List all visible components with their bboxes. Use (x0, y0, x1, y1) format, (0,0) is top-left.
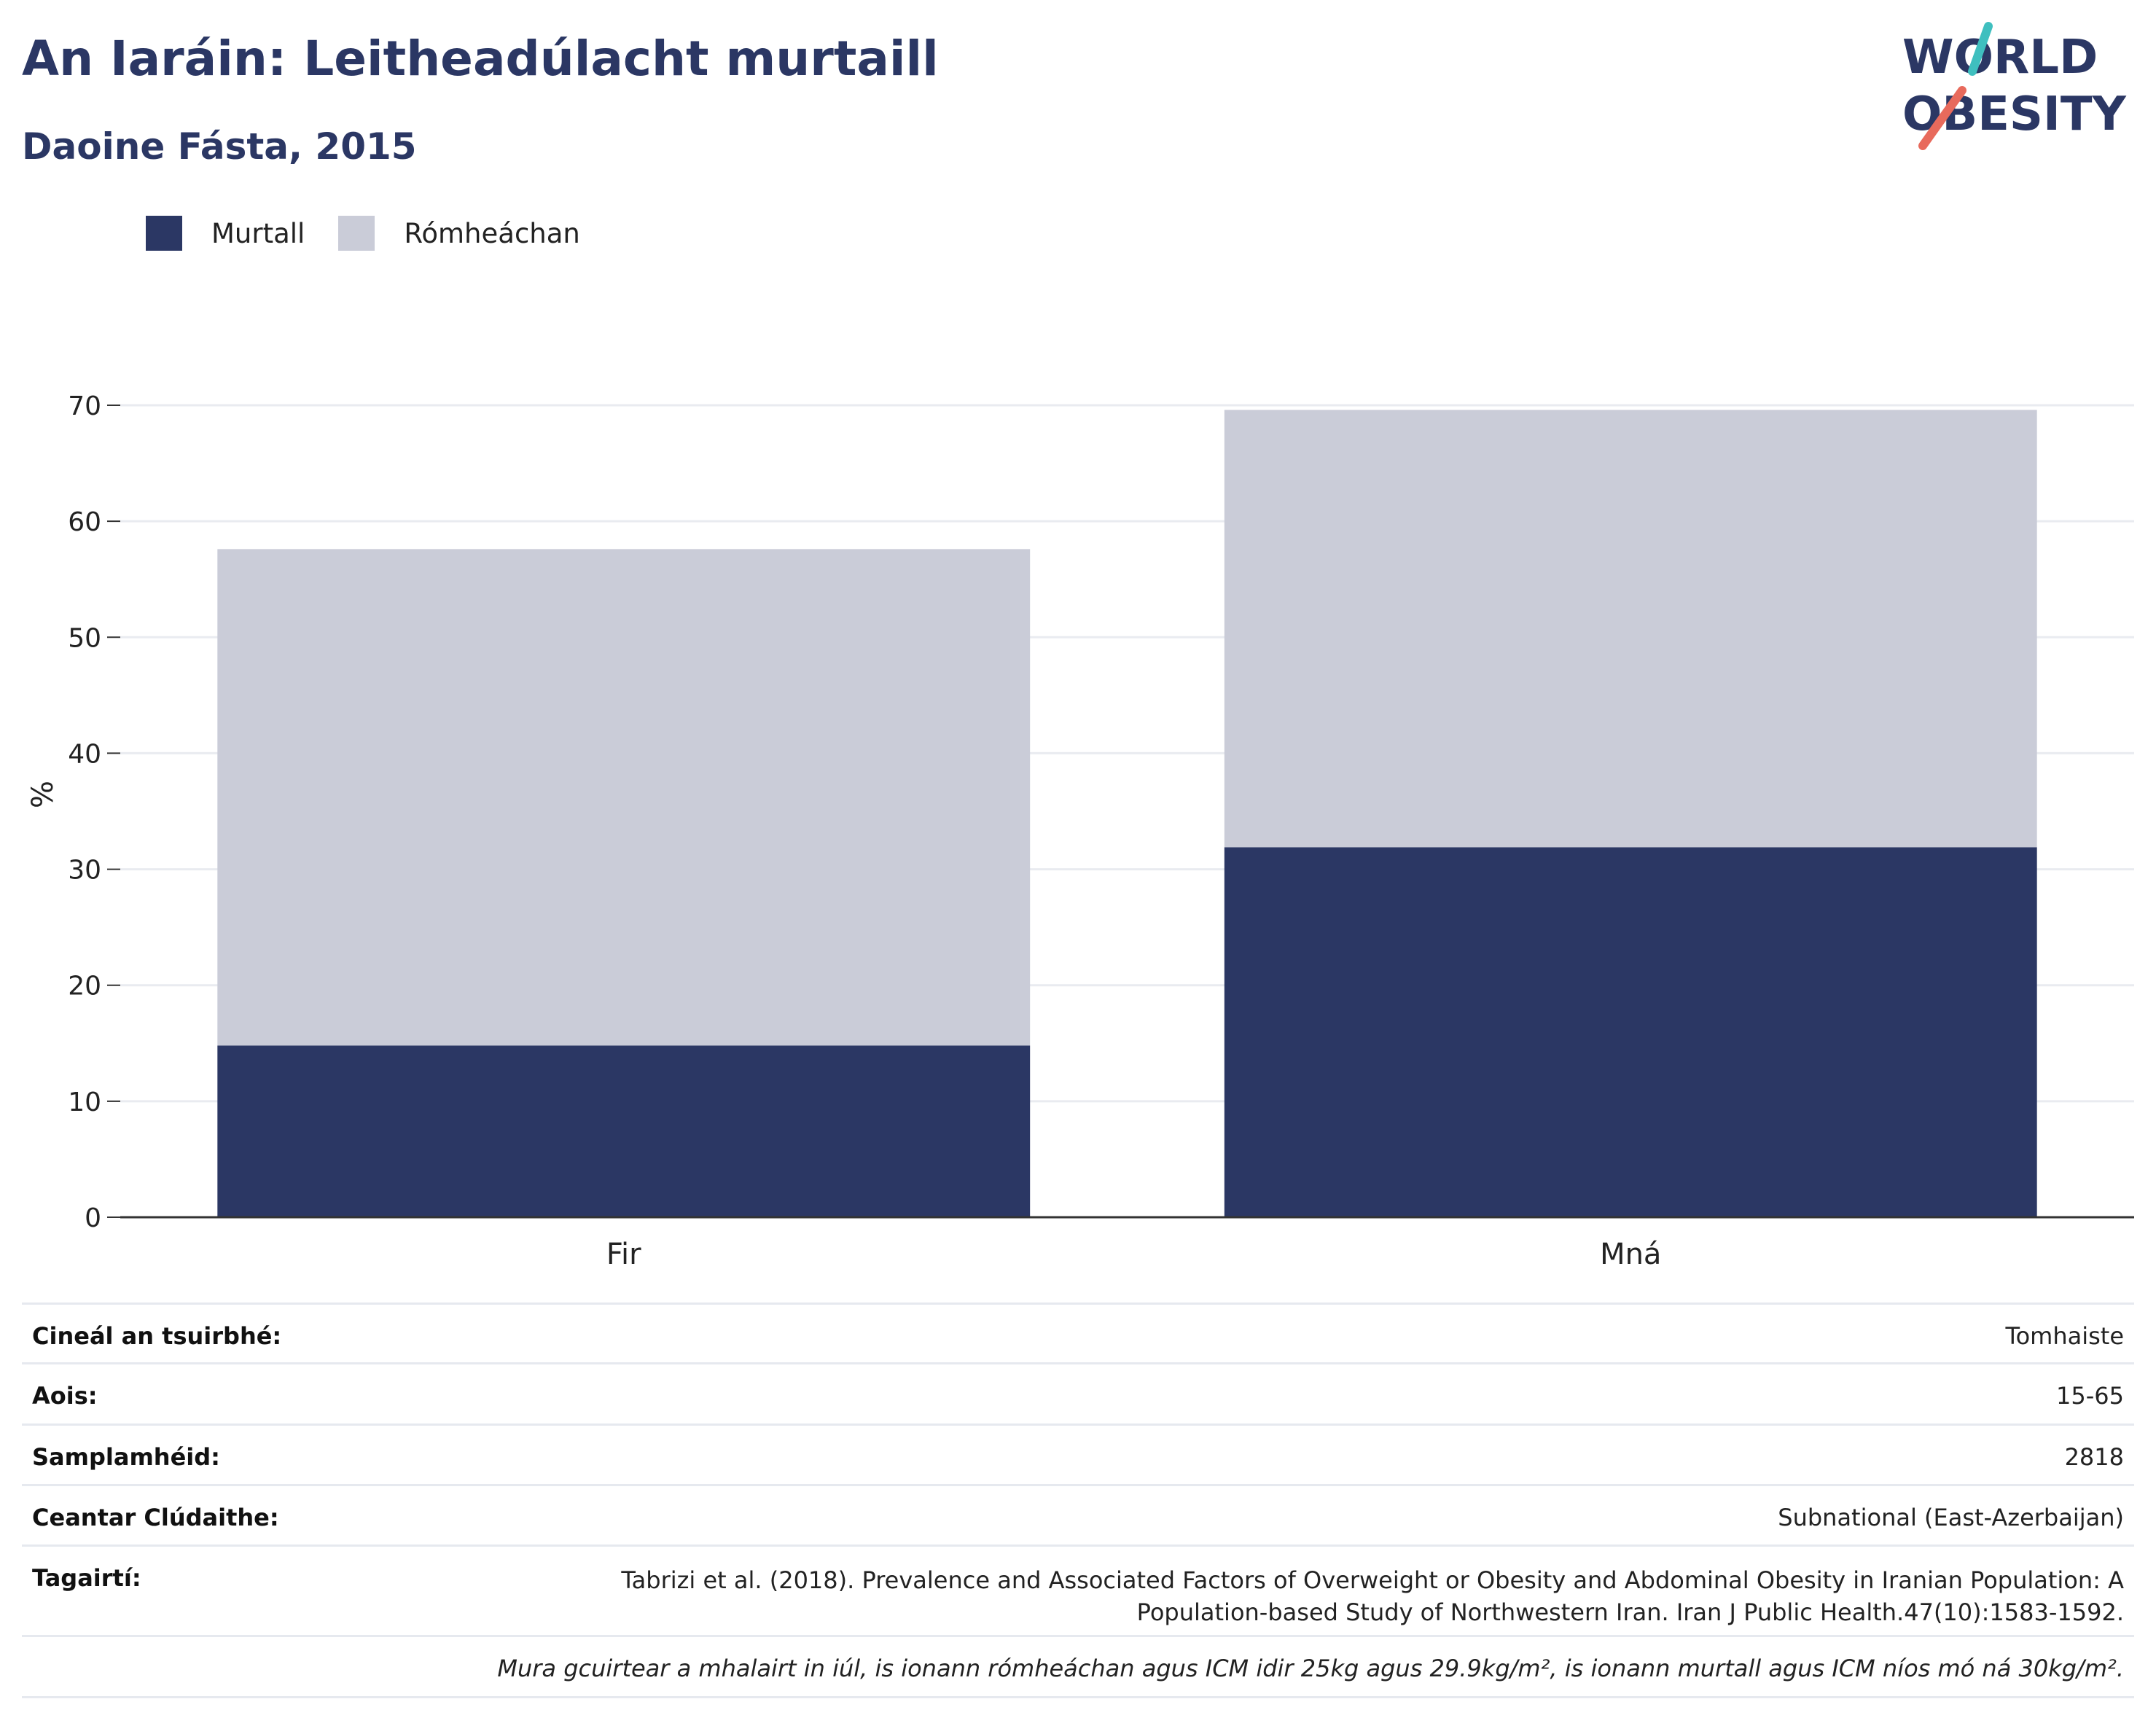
info-row-survey-type: Cineál an tsuirbhé: Tomhaiste (22, 1303, 2134, 1362)
info-row-age: Aois: 15-65 (22, 1362, 2134, 1423)
page-subtitle: Daoine Fásta, 2015 (22, 125, 417, 168)
y-tick-label: 30 (68, 856, 101, 886)
logo-slash-teal (1968, 22, 1993, 76)
info-value: Subnational (East-Azerbaijan) (1778, 1504, 2124, 1531)
bar-overweight (217, 549, 1031, 1046)
info-key: Cineál an tsuirbhé: (32, 1322, 282, 1350)
y-tick-label: 70 (68, 391, 101, 421)
y-tick-label: 10 (68, 1087, 101, 1117)
y-tick-label: 0 (85, 1203, 101, 1233)
y-tick-label: 40 (68, 739, 101, 769)
bar-chart: 0 10 20 30 40 50 60 70% Fir Mná (26, 391, 2134, 1271)
page-title: An Iaráin: Leitheadúlacht murtaill (22, 31, 939, 87)
info-value: 15-65 (2056, 1382, 2124, 1410)
info-row-references: Tagairtí: Tabrizi et al. (2018). Prevale… (22, 1544, 2134, 1635)
survey-info-table: Cineál an tsuirbhé: Tomhaiste Aois: 15-6… (22, 1303, 2134, 1698)
x-tick-label: Fir (606, 1238, 641, 1271)
info-value: Tomhaiste (2005, 1322, 2124, 1350)
bar-obese (217, 1045, 1031, 1217)
table-bottom-border (22, 1696, 2134, 1698)
info-key: Aois: (32, 1382, 98, 1410)
info-row-coverage: Ceantar Clúdaithe: Subnational (East-Aze… (22, 1484, 2134, 1544)
logo-line1: WORLD (1902, 31, 2098, 85)
legend-item-obese[interactable]: Murtall (146, 216, 305, 251)
world-obesity-logo: WORLD OBESITY (1902, 22, 2126, 150)
info-row-sample-size: Samplamhéid: 2818 (22, 1423, 2134, 1484)
legend-swatch-obese (146, 216, 182, 251)
info-key: Ceantar Clúdaithe: (32, 1504, 279, 1531)
y-tick-label: 20 (68, 972, 101, 1001)
info-row-note: Mura gcuirtear a mhalairt in iúl, is ion… (22, 1635, 2134, 1696)
reference-text: Tabrizi et al. (2018). Prevalence and As… (621, 1566, 2124, 1626)
y-axis-label: % (26, 781, 60, 808)
legend-label-overweight: Rómheáchan (404, 217, 580, 249)
legend-label-obese: Murtall (211, 217, 305, 249)
bar-overweight (1224, 410, 2037, 848)
legend-swatch-overweight (338, 216, 375, 251)
x-tick-label: Mná (1600, 1238, 1661, 1271)
legend-item-overweight[interactable]: Rómheáchan (338, 216, 580, 251)
chart-legend: Murtall Rómheáchan (146, 216, 614, 251)
definition-note: Mura gcuirtear a mhalairt in iúl, is ion… (497, 1655, 2124, 1682)
y-tick-label: 50 (68, 623, 101, 653)
info-key: Samplamhéid: (32, 1443, 220, 1471)
logo-slash-coral (1918, 86, 1966, 150)
info-key: Tagairtí: (32, 1564, 141, 1592)
y-tick-label: 60 (68, 507, 101, 537)
info-value: 2818 (2064, 1443, 2124, 1471)
bar-obese (1224, 847, 2037, 1217)
